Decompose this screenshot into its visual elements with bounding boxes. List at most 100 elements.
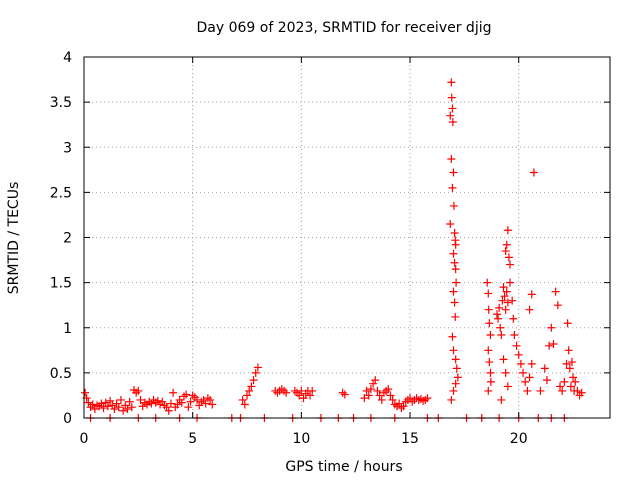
data-point [449,168,458,177]
data-point [306,391,315,400]
data-point [573,386,582,395]
data-point [486,330,495,339]
data-point [563,319,572,328]
data-point [123,404,132,413]
data-point [512,341,521,350]
data-point [492,310,501,319]
data-point [486,368,495,377]
data-point [565,364,574,373]
data-point [577,388,586,397]
data-point [186,397,195,406]
data-point [521,377,530,386]
data-point [448,332,457,341]
data-point [556,382,565,391]
data-point [390,400,399,409]
data-point [134,386,143,395]
data-point [99,404,108,413]
y-tick-label: 0 [63,411,72,427]
data-point [448,104,457,113]
data-point [382,386,391,395]
data-point [416,395,425,404]
data-point [295,391,304,400]
data-point [179,392,188,401]
data-point [366,385,375,394]
data-point [164,406,173,415]
data-point [364,391,373,400]
data-point [536,386,545,395]
data-point [253,363,262,372]
x-axis-label: GPS time / hours [285,459,402,475]
data-point [571,377,580,386]
data-point [529,168,538,177]
data-point [127,403,136,412]
data-point [81,388,90,397]
data-point [553,301,562,310]
y-tick-labels: 0 0.5 1 1.5 2 2.5 3 3.5 4 [50,50,72,427]
data-point [502,240,511,249]
data-point [447,395,456,404]
data-point [451,240,460,249]
data-point [110,404,119,413]
data-point [277,385,286,394]
data-point [453,373,462,382]
data-point [121,401,130,410]
data-point [560,377,569,386]
data-point [279,386,288,395]
data-point [245,386,254,395]
data-point [369,379,378,388]
data-point [486,377,495,386]
data-point [542,376,551,385]
data-point [375,391,384,400]
x-tick-label: 0 [80,431,89,447]
data-point [308,386,317,395]
data-point [138,402,147,411]
data-point [484,305,493,314]
chart-title: Day 069 of 2023, SRMTID for receiver dji… [197,20,492,36]
data-point [485,319,494,328]
data-point [501,368,510,377]
data-point [340,390,349,399]
data-point [497,395,506,404]
data-point [206,395,215,404]
data-point [184,403,193,412]
data-point [97,399,106,408]
data-point [84,398,93,407]
data-point [523,386,532,395]
data-point [203,394,212,403]
data-point [495,303,504,312]
data-point [249,376,258,385]
axis-ticks [83,56,610,419]
data-point [397,404,406,413]
data-point [451,355,460,364]
data-point [551,287,560,296]
data-point [448,183,457,192]
data-point [566,382,575,391]
data-point [519,368,528,377]
data-point [119,406,128,415]
y-tick-label: 1 [63,321,72,337]
data-point [501,305,510,314]
data-point [395,399,404,408]
data-point [500,292,509,301]
data-point [362,386,371,395]
data-point [450,298,459,307]
data-point [484,289,493,298]
data-point [509,314,518,323]
data-point [399,402,408,411]
data-point [243,391,252,400]
data-point [527,290,536,299]
data-point [525,305,534,314]
data-point [160,401,169,410]
data-point [569,373,578,382]
data-point [386,391,395,400]
data-point [503,226,512,235]
data-point [282,388,291,397]
data-point [208,400,217,409]
data-point [449,287,458,296]
data-point [485,358,494,367]
data-point [540,364,549,373]
x-tick-labels: 0 5 10 15 20 [80,431,528,447]
data-point [496,323,505,332]
data-point [125,397,134,406]
